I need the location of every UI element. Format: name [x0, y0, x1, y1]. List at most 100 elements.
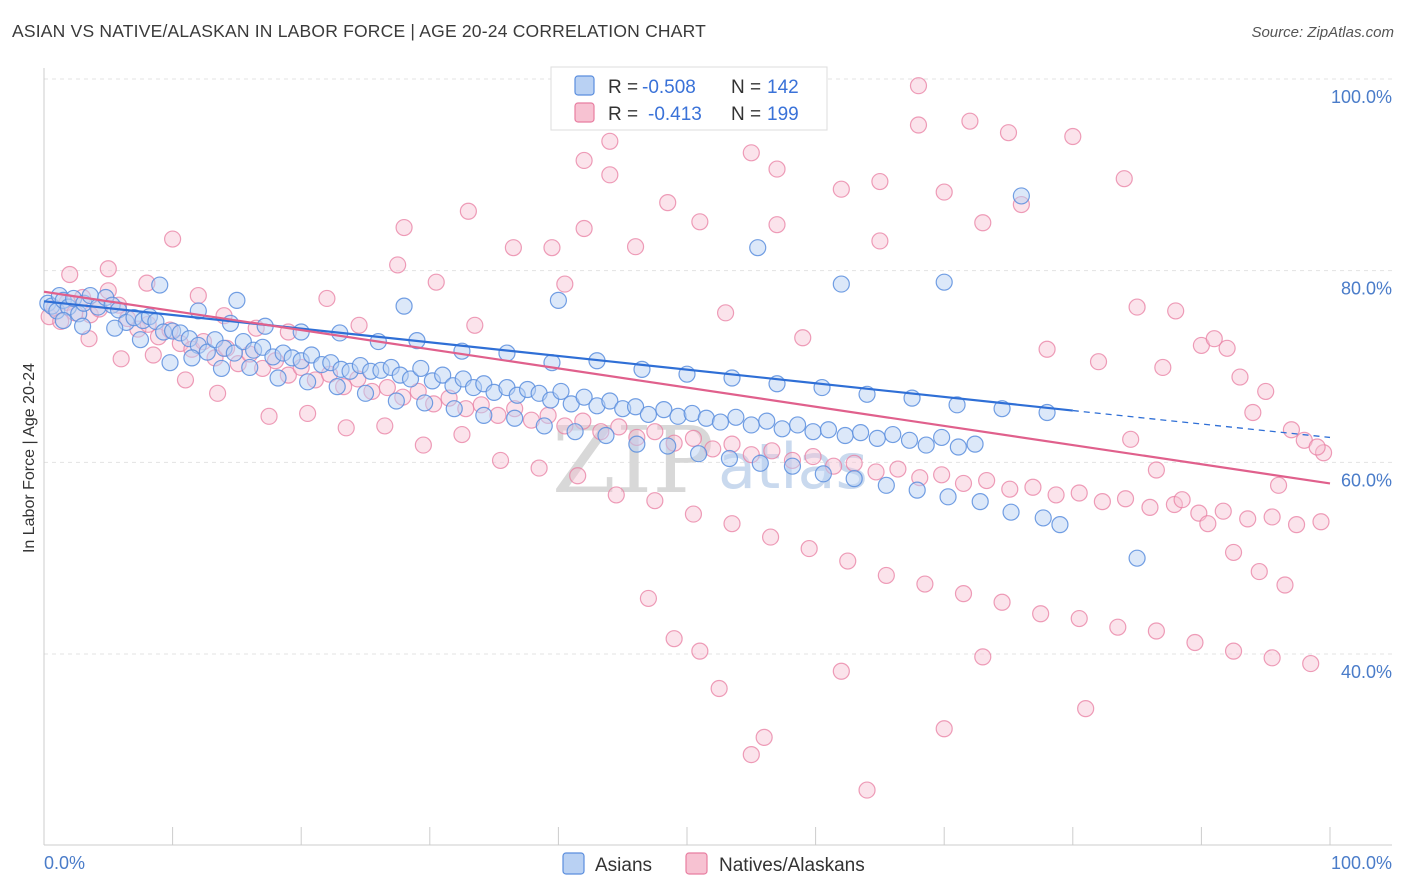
asian-point-144	[151, 276, 169, 294]
x-ticks	[43, 827, 1331, 845]
native-point-179	[1231, 368, 1249, 386]
asian-point-79	[836, 426, 854, 445]
native-point-53	[763, 442, 781, 460]
bottom-legend-swatch-asians[interactable]	[562, 852, 585, 875]
native-point-184	[1147, 461, 1165, 479]
native-point-174	[871, 172, 889, 191]
native-point-58	[867, 463, 885, 481]
asian-point-101	[416, 394, 434, 412]
native-point-55	[804, 447, 822, 466]
native-point-132	[569, 467, 587, 485]
native-point-98	[691, 213, 709, 231]
native-point-97	[659, 194, 677, 212]
bottom-legend: Asians Natives/Alaskans	[562, 852, 865, 876]
asian-point-78	[819, 421, 838, 439]
asian-point-72	[727, 408, 745, 426]
asian-point-84	[917, 436, 935, 454]
native-point-122	[176, 371, 195, 389]
asian-point-108	[628, 435, 646, 453]
native-point-87	[350, 316, 368, 334]
native-point-66	[1047, 486, 1065, 504]
natives-points	[40, 70, 1333, 799]
native-point-141	[916, 575, 934, 593]
asian-point-103	[475, 406, 493, 424]
legend-n-value-natives: 199	[767, 104, 799, 125]
asians-trend-line	[43, 300, 1073, 412]
asian-point-112	[751, 454, 769, 472]
asian-point-102	[445, 400, 463, 418]
asian-point-115	[845, 470, 863, 488]
legend-n-label-asians: N =	[731, 77, 761, 98]
asian-point-65	[626, 398, 645, 416]
bottom-legend-label-natives[interactable]: Natives/Alaskans	[719, 855, 865, 876]
native-point-171	[459, 202, 477, 220]
asian-point-148	[749, 239, 767, 257]
native-point-165	[909, 77, 928, 95]
native-point-187	[1224, 543, 1243, 562]
asian-point-45	[401, 370, 420, 388]
native-point-143	[993, 593, 1011, 611]
native-point-112	[1154, 358, 1172, 377]
asian-point-109	[659, 437, 677, 455]
bottom-legend-swatch-natives[interactable]	[685, 852, 708, 875]
asian-point-104	[506, 409, 524, 427]
native-point-155	[710, 679, 728, 698]
asian-point-149	[1012, 187, 1030, 205]
native-point-86	[318, 289, 336, 308]
native-point-70	[1141, 498, 1159, 516]
asian-point-92	[161, 354, 179, 372]
native-point-188	[1250, 562, 1268, 581]
asian-point-24	[198, 343, 216, 361]
native-point-75	[1263, 508, 1281, 526]
native-point-61	[933, 466, 951, 484]
asian-point-27	[225, 344, 243, 362]
asian-point-76	[788, 416, 807, 434]
native-point-105	[935, 183, 953, 201]
native-point-110	[1089, 353, 1108, 371]
native-point-137	[761, 528, 780, 546]
native-point-120	[112, 350, 130, 368]
asian-point-141	[948, 396, 966, 414]
native-point-189	[1276, 576, 1294, 594]
y-tick-label-60: 60.0%	[1341, 470, 1392, 490]
native-point-170	[395, 218, 413, 237]
asian-point-136	[723, 369, 741, 387]
native-point-62	[954, 474, 973, 493]
native-point-151	[1302, 654, 1320, 673]
asian-point-71	[711, 413, 730, 431]
native-point-57	[845, 454, 863, 472]
asian-point-151	[832, 275, 850, 293]
asian-point-139	[858, 385, 876, 403]
asian-point-48	[434, 366, 452, 384]
native-point-181	[1282, 421, 1301, 439]
y-tick-label-40: 40.0%	[1341, 662, 1392, 682]
native-point-149	[1224, 642, 1243, 660]
native-point-182	[1308, 438, 1326, 456]
bottom-legend-label-asians[interactable]: Asians	[595, 855, 652, 876]
native-point-92	[543, 239, 561, 257]
native-point-118	[1314, 444, 1333, 462]
native-point-127	[376, 417, 394, 435]
native-point-131	[530, 459, 548, 477]
asian-point-70	[697, 409, 715, 427]
native-point-109	[1064, 127, 1082, 146]
asian-point-150	[1128, 549, 1146, 567]
native-point-69	[1116, 490, 1135, 508]
native-point-147	[1147, 622, 1165, 640]
native-point-89	[427, 273, 445, 291]
native-point-162	[1077, 700, 1095, 718]
native-point-47	[646, 423, 664, 441]
native-point-77	[1312, 513, 1330, 531]
native-point-166	[961, 112, 979, 130]
asian-point-152	[935, 273, 953, 291]
asian-point-118	[939, 488, 957, 506]
native-point-169	[575, 151, 593, 170]
asian-point-86	[949, 438, 967, 456]
asian-point-81	[868, 429, 886, 447]
y-axis-title: In Labor Force | Age 20-24	[21, 363, 38, 553]
native-point-102	[832, 180, 850, 198]
asian-point-91	[131, 331, 150, 349]
asian-point-114	[814, 465, 832, 483]
native-point-126	[337, 419, 355, 437]
asian-point-146	[395, 297, 413, 315]
